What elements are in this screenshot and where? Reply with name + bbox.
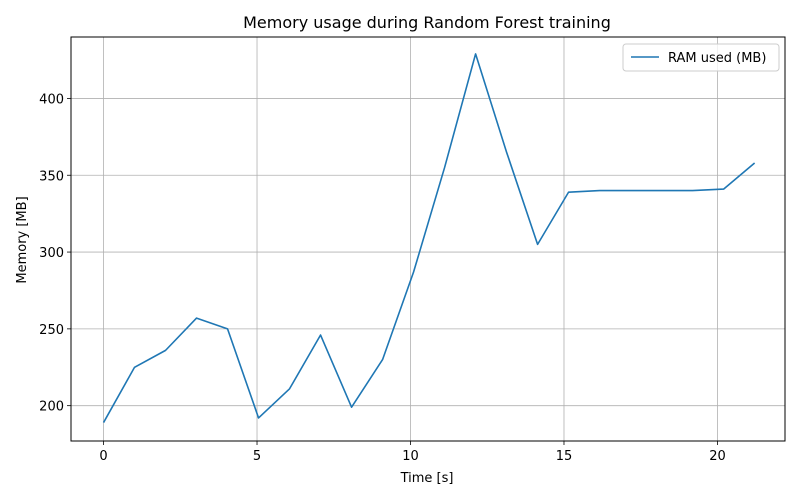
legend-box (622, 43, 780, 72)
grid (71, 37, 785, 441)
plot-frame (70, 36, 786, 442)
chart-title: Memory usage during Random Forest traini… (243, 13, 611, 32)
series-line (102, 53, 756, 423)
x-tick-label: 0 (99, 449, 107, 464)
y-tick-label: 250 (39, 323, 64, 338)
y-tick-label: 350 (39, 169, 64, 184)
x-axis-label: Time [s] (400, 471, 454, 486)
y-tick-label: 300 (39, 246, 64, 261)
legend-label: RAM used (MB) (668, 51, 766, 66)
y-tick-label: 400 (39, 92, 64, 107)
x-tick-label: 15 (556, 449, 573, 464)
x-tick-label: 5 (253, 449, 261, 464)
y-tick-label: 200 (39, 400, 64, 415)
y-axis-label: Memory [MB] (15, 196, 30, 283)
y-ticks: 200 250 300 350 400 (39, 92, 71, 415)
legend: RAM used (MB) (622, 43, 780, 72)
plot-area (102, 53, 756, 423)
x-ticks: 0 5 10 15 20 (99, 441, 726, 464)
x-tick-label: 20 (709, 449, 726, 464)
x-tick-label: 10 (402, 449, 419, 464)
